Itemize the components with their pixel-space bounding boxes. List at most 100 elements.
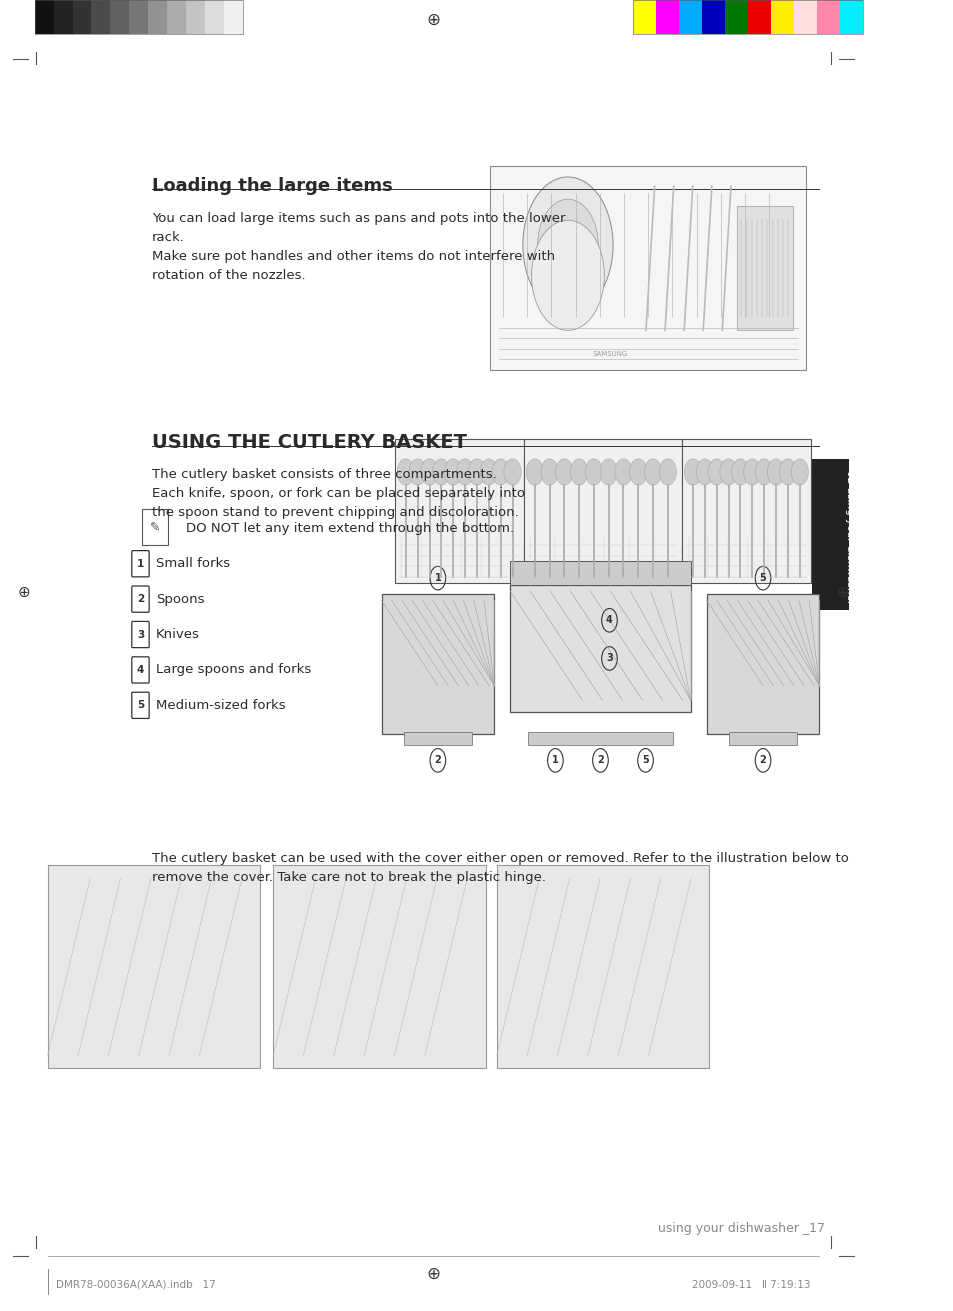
- Text: 2: 2: [759, 755, 765, 766]
- Bar: [706, 594, 819, 734]
- Text: DO NOT let any item extend through the bottom.: DO NOT let any item extend through the b…: [186, 522, 514, 535]
- Circle shape: [531, 220, 604, 330]
- Text: 1: 1: [552, 755, 558, 766]
- Bar: [701, 0, 724, 34]
- Bar: [679, 0, 701, 34]
- Text: 2: 2: [434, 755, 441, 766]
- Circle shape: [409, 459, 426, 485]
- Bar: [381, 594, 494, 734]
- Text: ⊕: ⊕: [18, 585, 30, 600]
- Bar: [728, 732, 796, 745]
- Text: Spoons: Spoons: [156, 593, 204, 606]
- Bar: [793, 0, 816, 34]
- Circle shape: [526, 459, 543, 485]
- Bar: [48, 865, 260, 1068]
- Bar: [490, 166, 805, 370]
- Circle shape: [433, 459, 450, 485]
- Circle shape: [479, 459, 497, 485]
- Circle shape: [503, 459, 520, 485]
- Bar: [186, 0, 205, 34]
- Bar: [404, 732, 471, 745]
- Text: 5: 5: [641, 755, 648, 766]
- Text: ⊕: ⊕: [836, 585, 848, 600]
- Bar: [34, 0, 242, 34]
- Circle shape: [707, 459, 724, 485]
- Bar: [632, 0, 656, 34]
- Text: Loading the large items: Loading the large items: [152, 177, 392, 195]
- Text: The cutlery basket can be used with the cover either open or removed. Refer to t: The cutlery basket can be used with the …: [152, 852, 848, 884]
- Bar: [148, 0, 167, 34]
- Text: 5: 5: [136, 700, 144, 711]
- Bar: [91, 0, 111, 34]
- Circle shape: [570, 459, 587, 485]
- Circle shape: [492, 459, 509, 485]
- Bar: [839, 0, 862, 34]
- Bar: [812, 459, 848, 610]
- Circle shape: [755, 459, 772, 485]
- Circle shape: [537, 199, 598, 291]
- Circle shape: [731, 459, 748, 485]
- Circle shape: [456, 459, 474, 485]
- Bar: [497, 865, 708, 1068]
- Text: Medium-sized forks: Medium-sized forks: [156, 699, 285, 712]
- Text: ⊕: ⊕: [426, 10, 440, 29]
- Bar: [528, 732, 672, 745]
- Text: DMR78-00036A(XAA).indb   17: DMR78-00036A(XAA).indb 17: [56, 1280, 216, 1290]
- Bar: [53, 0, 72, 34]
- Circle shape: [468, 459, 485, 485]
- Bar: [770, 0, 793, 34]
- Bar: [632, 0, 862, 34]
- Circle shape: [444, 459, 461, 485]
- Bar: [142, 509, 168, 545]
- Bar: [523, 439, 681, 583]
- Circle shape: [720, 459, 737, 485]
- Text: 5: 5: [759, 573, 765, 583]
- Circle shape: [599, 459, 617, 485]
- Bar: [130, 0, 148, 34]
- Text: The cutlery basket consists of three compartments.
Each knife, spoon, or fork ca: The cutlery basket consists of three com…: [152, 468, 524, 519]
- Text: SAMSUNG: SAMSUNG: [592, 350, 627, 357]
- Circle shape: [696, 459, 713, 485]
- Text: ✎: ✎: [150, 520, 160, 534]
- Text: ⊕: ⊕: [426, 1265, 440, 1283]
- Text: Large spoons and forks: Large spoons and forks: [156, 663, 311, 676]
- Circle shape: [766, 459, 784, 485]
- Bar: [510, 561, 690, 585]
- Circle shape: [683, 459, 700, 485]
- Text: USING THE CUTLERY BASKET: USING THE CUTLERY BASKET: [152, 433, 466, 451]
- Circle shape: [659, 459, 676, 485]
- Text: Small forks: Small forks: [156, 557, 230, 570]
- Text: 4: 4: [605, 615, 612, 625]
- Circle shape: [540, 459, 558, 485]
- Text: 2: 2: [136, 594, 144, 604]
- Bar: [681, 439, 810, 583]
- Bar: [724, 0, 747, 34]
- Circle shape: [522, 177, 613, 313]
- Text: 1: 1: [434, 573, 441, 583]
- Circle shape: [396, 459, 414, 485]
- Circle shape: [779, 459, 796, 485]
- Circle shape: [614, 459, 632, 485]
- Bar: [72, 0, 91, 34]
- Text: 1: 1: [136, 558, 144, 569]
- Bar: [34, 0, 53, 34]
- Bar: [205, 0, 224, 34]
- Circle shape: [742, 459, 760, 485]
- Text: 2009-09-11   Ⅱ 7:19:13: 2009-09-11 Ⅱ 7:19:13: [692, 1280, 810, 1290]
- Bar: [510, 585, 690, 712]
- Text: Knives: Knives: [156, 628, 200, 641]
- Bar: [656, 0, 679, 34]
- Text: 3: 3: [605, 653, 612, 663]
- Text: using your dishwasher _17: using your dishwasher _17: [658, 1222, 824, 1235]
- Circle shape: [643, 459, 661, 485]
- Bar: [747, 0, 770, 34]
- Text: 4: 4: [136, 665, 144, 675]
- Circle shape: [420, 459, 437, 485]
- Text: 02 using your dishwasher: 02 using your dishwasher: [843, 471, 854, 604]
- Circle shape: [584, 459, 602, 485]
- Bar: [737, 206, 793, 330]
- Bar: [111, 0, 130, 34]
- Circle shape: [629, 459, 646, 485]
- Bar: [224, 0, 242, 34]
- Circle shape: [555, 459, 573, 485]
